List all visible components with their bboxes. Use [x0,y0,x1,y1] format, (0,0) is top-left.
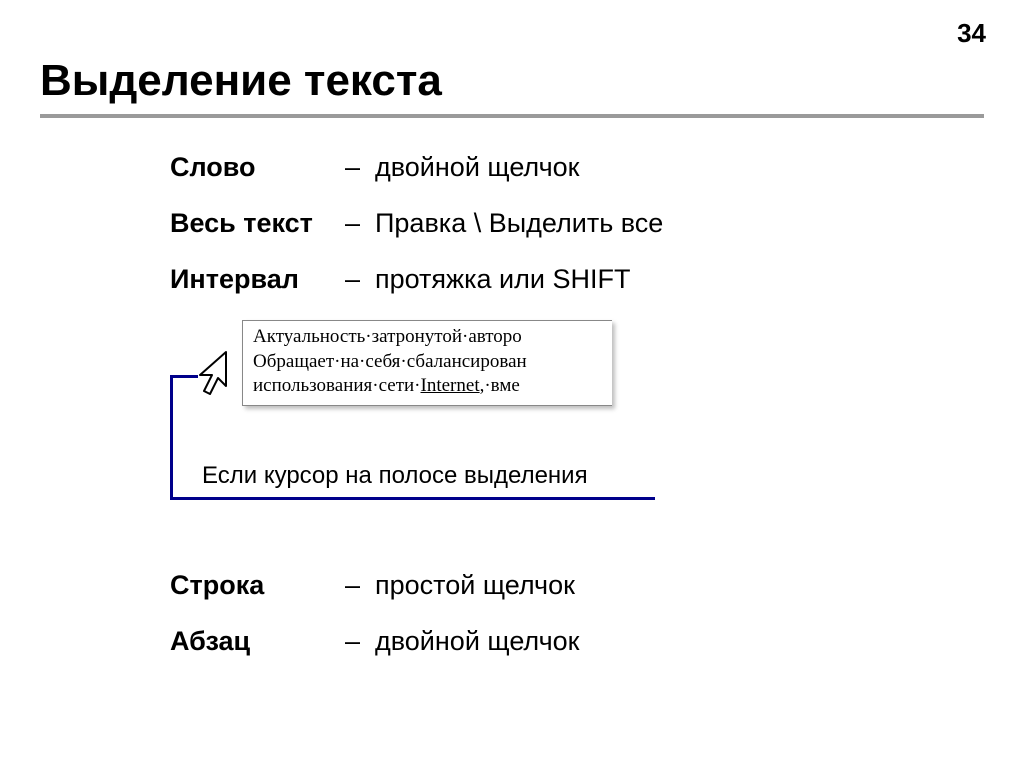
content-top: Слово – двойной щелчок Весь текст – Прав… [170,152,940,440]
desc: двойной щелчок [375,626,580,657]
snippet-line-1: Актуальность·затронутой·авторо [253,325,612,350]
term: Весь текст [170,208,345,239]
title-underline [40,114,984,118]
row-all-text: Весь текст – Правка \ Выделить все [170,208,940,239]
term: Слово [170,152,345,183]
row-line: Строка – простой щелчок [170,570,580,601]
content-bottom: Строка – простой щелчок Абзац – двойной … [170,570,580,682]
cursor-icon [194,350,234,398]
text-snippet: Актуальность·затронутой·авторо Обращает·… [242,320,612,406]
row-interval: Интервал – протяжка или SHIFT [170,264,940,295]
term: Абзац [170,626,345,657]
desc: протяжка или SHIFT [375,264,940,295]
row-paragraph: Абзац – двойной щелчок [170,626,580,657]
page-title: Выделение текста [40,56,442,106]
snippet-block: Актуальность·затронутой·авторо Обращает·… [170,320,940,430]
desc: двойной щелчок [375,152,940,183]
dash: – [345,626,375,657]
desc: простой щелчок [375,570,580,601]
row-word: Слово – двойной щелчок [170,152,940,183]
callout-label: Если курсор на полосе выделения [202,462,588,490]
snippet-line-3: использования·сети·Internet,·вме [253,374,612,399]
dash: – [345,208,375,239]
dash: – [345,264,375,295]
term: Строка [170,570,345,601]
term: Интервал [170,264,345,295]
page-number: 34 [957,18,986,49]
snippet-line-2: Обращает·на·себя·сбалансирован [253,350,612,375]
dash: – [345,152,375,183]
desc: Правка \ Выделить все [375,208,940,239]
callout-line-vert [170,375,173,455]
dash: – [345,570,375,601]
